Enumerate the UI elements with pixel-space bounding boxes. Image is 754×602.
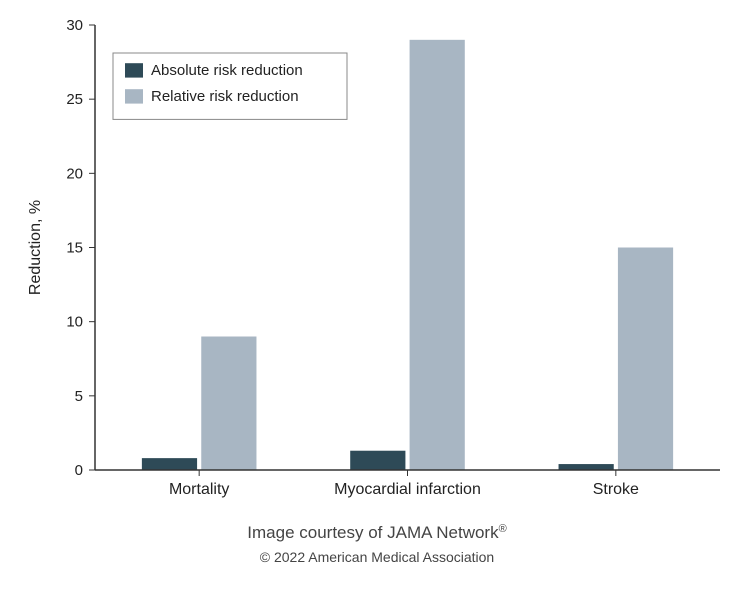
bar [559,464,614,470]
credit-line-1: Image courtesy of JAMA Network® [247,523,506,542]
ytick-label: 10 [66,314,83,331]
bar [618,248,673,471]
category-label: Myocardial infarction [334,481,481,498]
legend-swatch [125,63,143,77]
ytick-label: 5 [75,388,83,405]
ytick-label: 0 [75,462,83,479]
bar [142,458,197,470]
ytick-label: 25 [66,91,83,108]
y-axis-label: Reduction, % [27,200,44,295]
ytick-label: 20 [66,165,83,182]
legend-label: Relative risk reduction [151,88,299,105]
category-label: Stroke [593,481,639,498]
bar [350,451,405,470]
credit-line-2: © 2022 American Medical Association [260,549,494,565]
ytick-label: 30 [66,17,83,34]
bar [201,337,256,471]
legend-label: Absolute risk reduction [151,62,303,79]
chart-container: 0 5 10 15 20 25 30 Reduction, % Mortality Myocard… [0,0,754,602]
bar [410,40,465,470]
bar-chart: 0 5 10 15 20 25 30 Reduction, % Mortality Myocard… [0,0,754,602]
legend-swatch [125,89,143,103]
ytick-label: 15 [66,240,83,257]
category-label: Mortality [169,481,229,498]
